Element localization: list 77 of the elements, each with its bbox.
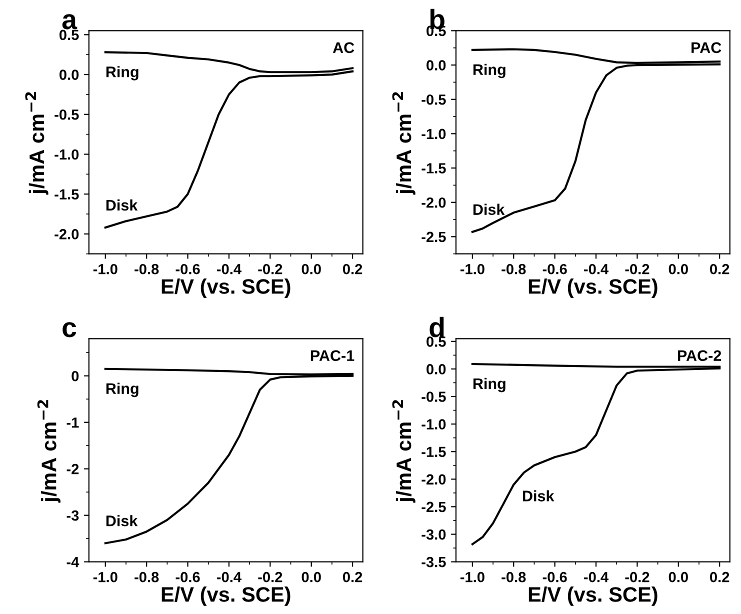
x-tick-label: -0.2	[258, 572, 282, 582]
x-tick-label: -0.2	[625, 572, 650, 582]
y-tick-label: 0.0	[60, 70, 79, 80]
chart-title: c	[62, 322, 76, 338]
x-tick-label: -0.2	[625, 264, 650, 274]
x-tick-label: -0.2	[258, 264, 282, 274]
chart-title: a	[62, 14, 78, 30]
y-tick-label: -1.5	[422, 446, 446, 458]
y-tick-label: -2.5	[422, 502, 446, 512]
x-axis-title: E/V (vs. SCE)	[528, 278, 658, 298]
x-tick-label: -0.8	[134, 264, 159, 274]
annotation: PAC	[692, 42, 722, 54]
series-label: Ring	[106, 382, 138, 398]
y-axis-title: j/mA cm$^{−2}$	[25, 92, 48, 195]
y-tick-label: 0.5	[60, 30, 79, 40]
y-tick-label: 0.5	[426, 336, 446, 347]
annotation: AC	[332, 42, 354, 54]
y-tick-label: -2.0	[422, 197, 446, 208]
x-tick-label: -0.6	[176, 264, 200, 274]
x-tick-label: 0.0	[668, 264, 688, 274]
x-tick-label: -1.0	[93, 572, 118, 582]
x-tick-label: 0.2	[710, 264, 730, 274]
x-axis-title: E/V (vs. SCE)	[162, 278, 290, 298]
x-tick-label: -0.4	[216, 572, 242, 582]
y-tick-label: -1	[66, 418, 79, 428]
y-tick-label: -2.0	[422, 474, 446, 485]
y-tick-label: -2.0	[54, 229, 79, 240]
x-tick-label: -1.0	[93, 264, 118, 274]
y-tick-label: 0	[72, 370, 79, 382]
series-label: Ring	[473, 378, 506, 392]
x-tick-label: -0.4	[216, 264, 242, 274]
x-axis-title: E/V (vs. SCE)	[162, 586, 290, 606]
x-tick-label: 0.0	[302, 572, 321, 582]
series-label: Disk	[106, 199, 138, 211]
chart-title: d	[430, 316, 444, 338]
series-label: Disk	[473, 204, 505, 215]
y-tick-label: -2.5	[422, 232, 446, 242]
y-axis-title: j/mA cm$^{−2}$	[392, 400, 416, 503]
y-tick-label: 0.0	[426, 364, 446, 374]
x-tick-label: -0.8	[134, 572, 159, 582]
y-tick-label: -1.5	[422, 163, 446, 174]
x-tick-label: 0.0	[668, 572, 688, 582]
x-tick-label: -0.8	[502, 572, 526, 582]
y-tick-label: -0.5	[54, 109, 79, 120]
x-tick-label: -0.6	[176, 572, 200, 582]
x-tick-label: -1.0	[460, 572, 484, 582]
x-tick-label: 0.0	[302, 264, 321, 274]
y-tick-label: -0.5	[422, 392, 446, 402]
x-tick-label: -0.8	[502, 264, 526, 274]
y-tick-label: -0.5	[422, 94, 446, 105]
series-label: Ring	[106, 66, 138, 80]
y-tick-label: -1.0	[422, 128, 446, 140]
y-tick-label: -1.0	[422, 419, 446, 430]
y-axis-title: j/mA cm$^{−2}$	[392, 92, 416, 195]
x-tick-label: 0.2	[710, 572, 730, 582]
series-label: Disk	[106, 515, 138, 526]
x-tick-label: 0.2	[342, 572, 362, 582]
x-tick-label: 0.2	[342, 264, 362, 274]
x-tick-label: -0.6	[542, 572, 567, 582]
y-tick-label: -1.5	[54, 189, 79, 200]
y-tick-label: -2	[66, 464, 79, 474]
annotation: PAC-2	[678, 350, 722, 362]
annotation: PAC-1	[310, 350, 354, 362]
y-tick-label: -4	[66, 557, 80, 568]
x-axis-title: E/V (vs. SCE)	[528, 586, 658, 606]
y-tick-label: 0.0	[426, 60, 446, 70]
x-tick-label: -0.6	[542, 264, 567, 274]
y-tick-label: -3.0	[422, 529, 446, 540]
series-label: Ring	[473, 64, 506, 78]
x-tick-label: -0.4	[584, 264, 609, 274]
x-tick-label: -1.0	[460, 264, 484, 274]
y-axis-title: j/mA cm$^{−2}$	[37, 400, 60, 503]
y-tick-label: -1.0	[54, 149, 79, 160]
x-tick-label: -0.4	[584, 572, 609, 582]
y-tick-label: -3	[66, 510, 79, 521]
y-tick-label: -3.5	[422, 556, 446, 568]
series-label: Disk	[522, 490, 554, 502]
